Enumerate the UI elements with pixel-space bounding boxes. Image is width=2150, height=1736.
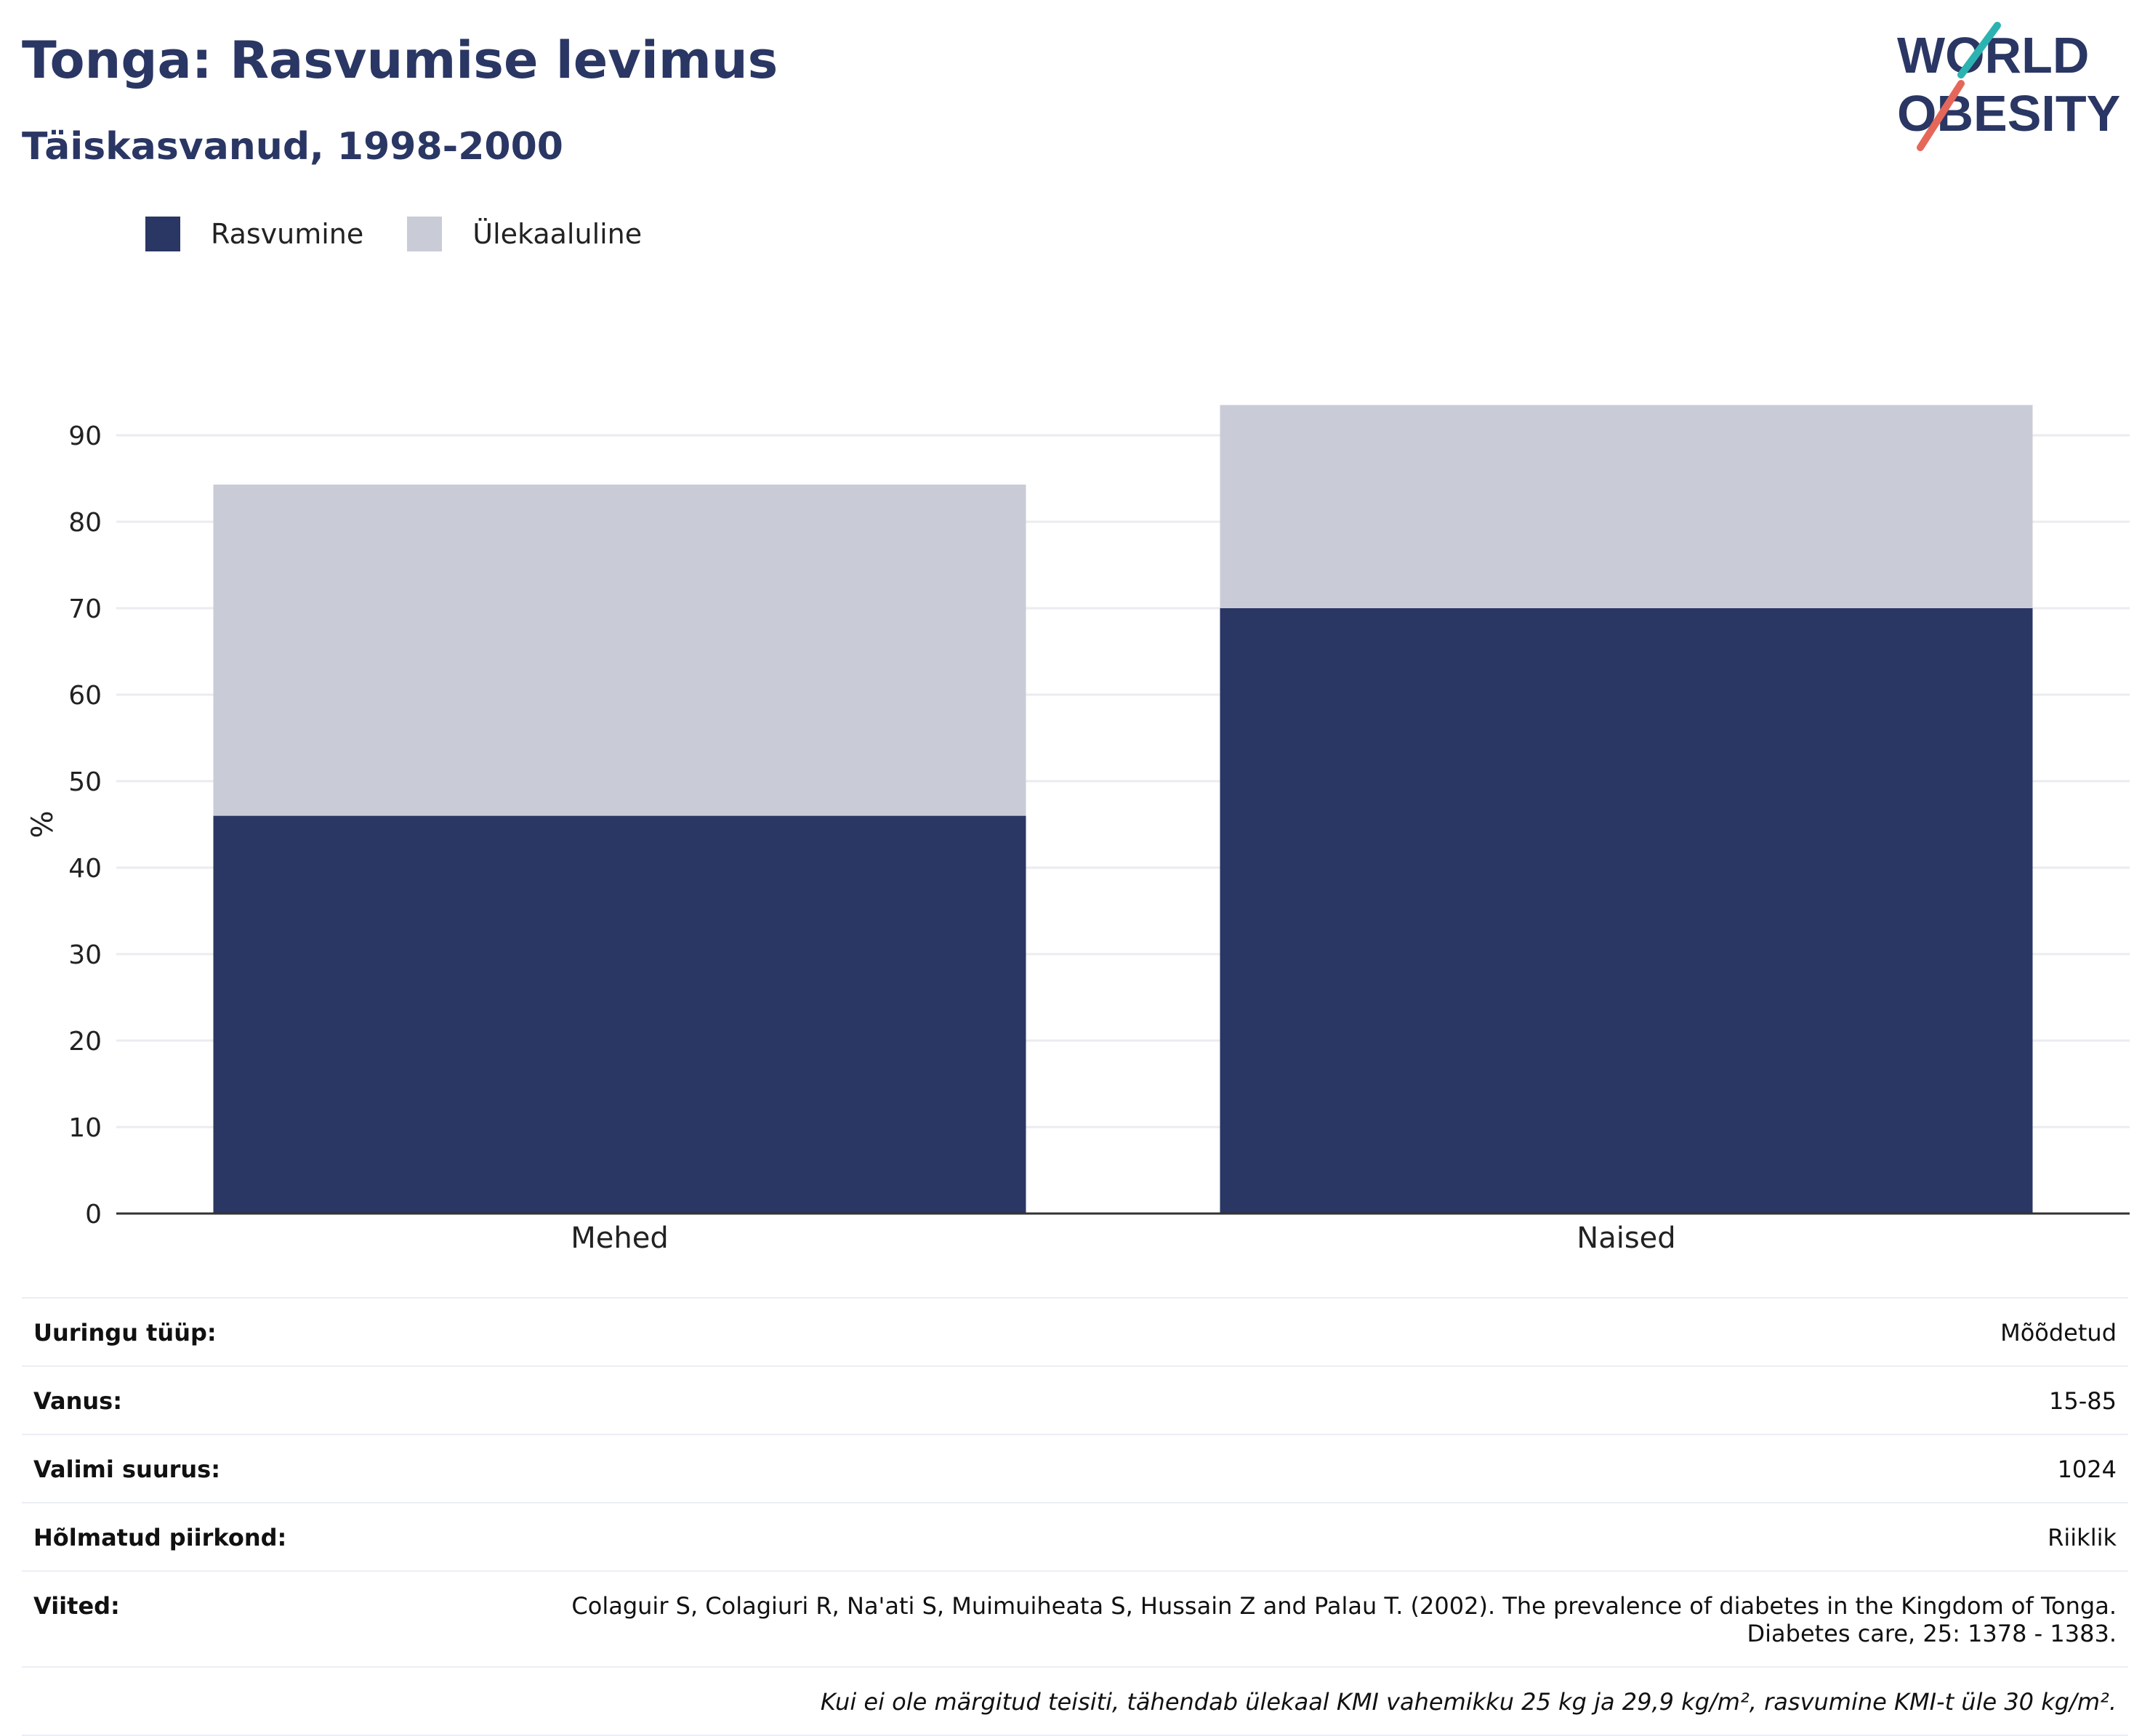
study-info-table: Uuringu tüüp: Mõõdetud Vanus: 15-85 Vali… xyxy=(22,1297,2128,1736)
y-tick-label: 90 xyxy=(68,421,102,451)
chart-title: Tonga: Rasvumise levimus xyxy=(22,31,778,90)
y-tick-label: 0 xyxy=(85,1200,102,1230)
bar-obese-naised xyxy=(1220,608,2033,1214)
y-tick-label: 60 xyxy=(68,681,102,711)
legend-swatch-obese xyxy=(145,217,180,251)
x-tick-label: Naised xyxy=(1577,1222,1675,1255)
y-tick-label: 70 xyxy=(68,594,102,624)
legend-label-overweight: Ülekaaluline xyxy=(472,218,643,250)
info-label: Valimi suurus: xyxy=(33,1456,221,1483)
y-axis-label: % xyxy=(26,810,60,838)
info-label: Vanus: xyxy=(33,1387,123,1415)
logo-slash-teal xyxy=(1957,22,2001,78)
stacked-bar-chart: 0 10 20 30 40 50 60 70 80 90% Mehed Naised xyxy=(26,405,2130,1255)
y-tick-label: 10 xyxy=(68,1113,102,1143)
world-obesity-logo: WORLD OBESITY xyxy=(1897,22,2120,151)
bar-overweight-naised xyxy=(1220,405,2033,608)
info-row-note: Kui ei ole märgitud teisiti, tähendab ül… xyxy=(22,1668,2128,1736)
y-tick-label: 50 xyxy=(68,767,102,797)
info-label: Hõlmatud piirkond: xyxy=(33,1524,287,1551)
y-tick-label: 30 xyxy=(68,940,102,970)
y-tick-label: 80 xyxy=(68,508,102,538)
info-value: Riiklik xyxy=(2048,1524,2117,1551)
info-value: Mõõdetud xyxy=(2000,1319,2117,1347)
legend-item-overweight[interactable]: Ülekaaluline xyxy=(407,217,642,251)
y-tick-label: 40 xyxy=(68,854,102,884)
reference-text: Colaguir S, Colagiuri R, Na'ati S, Muimu… xyxy=(571,1592,2117,1647)
info-row-area-covered: Hõlmatud piirkond: Riiklik xyxy=(22,1503,2128,1572)
legend-label-obese: Rasvumine xyxy=(211,218,364,250)
info-value: 1024 xyxy=(2057,1456,2117,1483)
chart-subtitle: Täiskasvanud, 1998-2000 xyxy=(22,125,563,169)
info-row-survey-type: Uuringu tüüp: Mõõdetud xyxy=(22,1297,2128,1367)
reference-line: Diabetes care, 25: 1378 - 1383. xyxy=(1747,1620,2117,1647)
reference-line: Colaguir S, Colagiuri R, Na'ati S, Muimu… xyxy=(571,1592,2117,1620)
info-label: Viited: xyxy=(33,1592,120,1620)
info-row-age: Vanus: 15-85 xyxy=(22,1367,2128,1435)
logo-slash-coral xyxy=(1917,80,1965,151)
definition-note: Kui ei ole märgitud teisiti, tähendab ül… xyxy=(820,1688,2117,1716)
info-label: Uuringu tüüp: xyxy=(33,1319,217,1347)
legend-item-obese[interactable]: Rasvumine xyxy=(145,217,363,251)
info-row-references: Viited: Colaguir S, Colagiuri R, Na'ati … xyxy=(22,1572,2128,1668)
info-value: 15-85 xyxy=(2049,1387,2117,1415)
legend: Rasvumine Ülekaaluline xyxy=(145,217,685,251)
bar-obese-mehed xyxy=(213,815,1026,1214)
legend-swatch-overweight xyxy=(407,217,443,251)
y-tick-label: 20 xyxy=(68,1027,102,1057)
x-tick-label: Mehed xyxy=(571,1222,668,1255)
bar-overweight-mehed xyxy=(213,484,1026,816)
info-row-sample-size: Valimi suurus: 1024 xyxy=(22,1435,2128,1503)
